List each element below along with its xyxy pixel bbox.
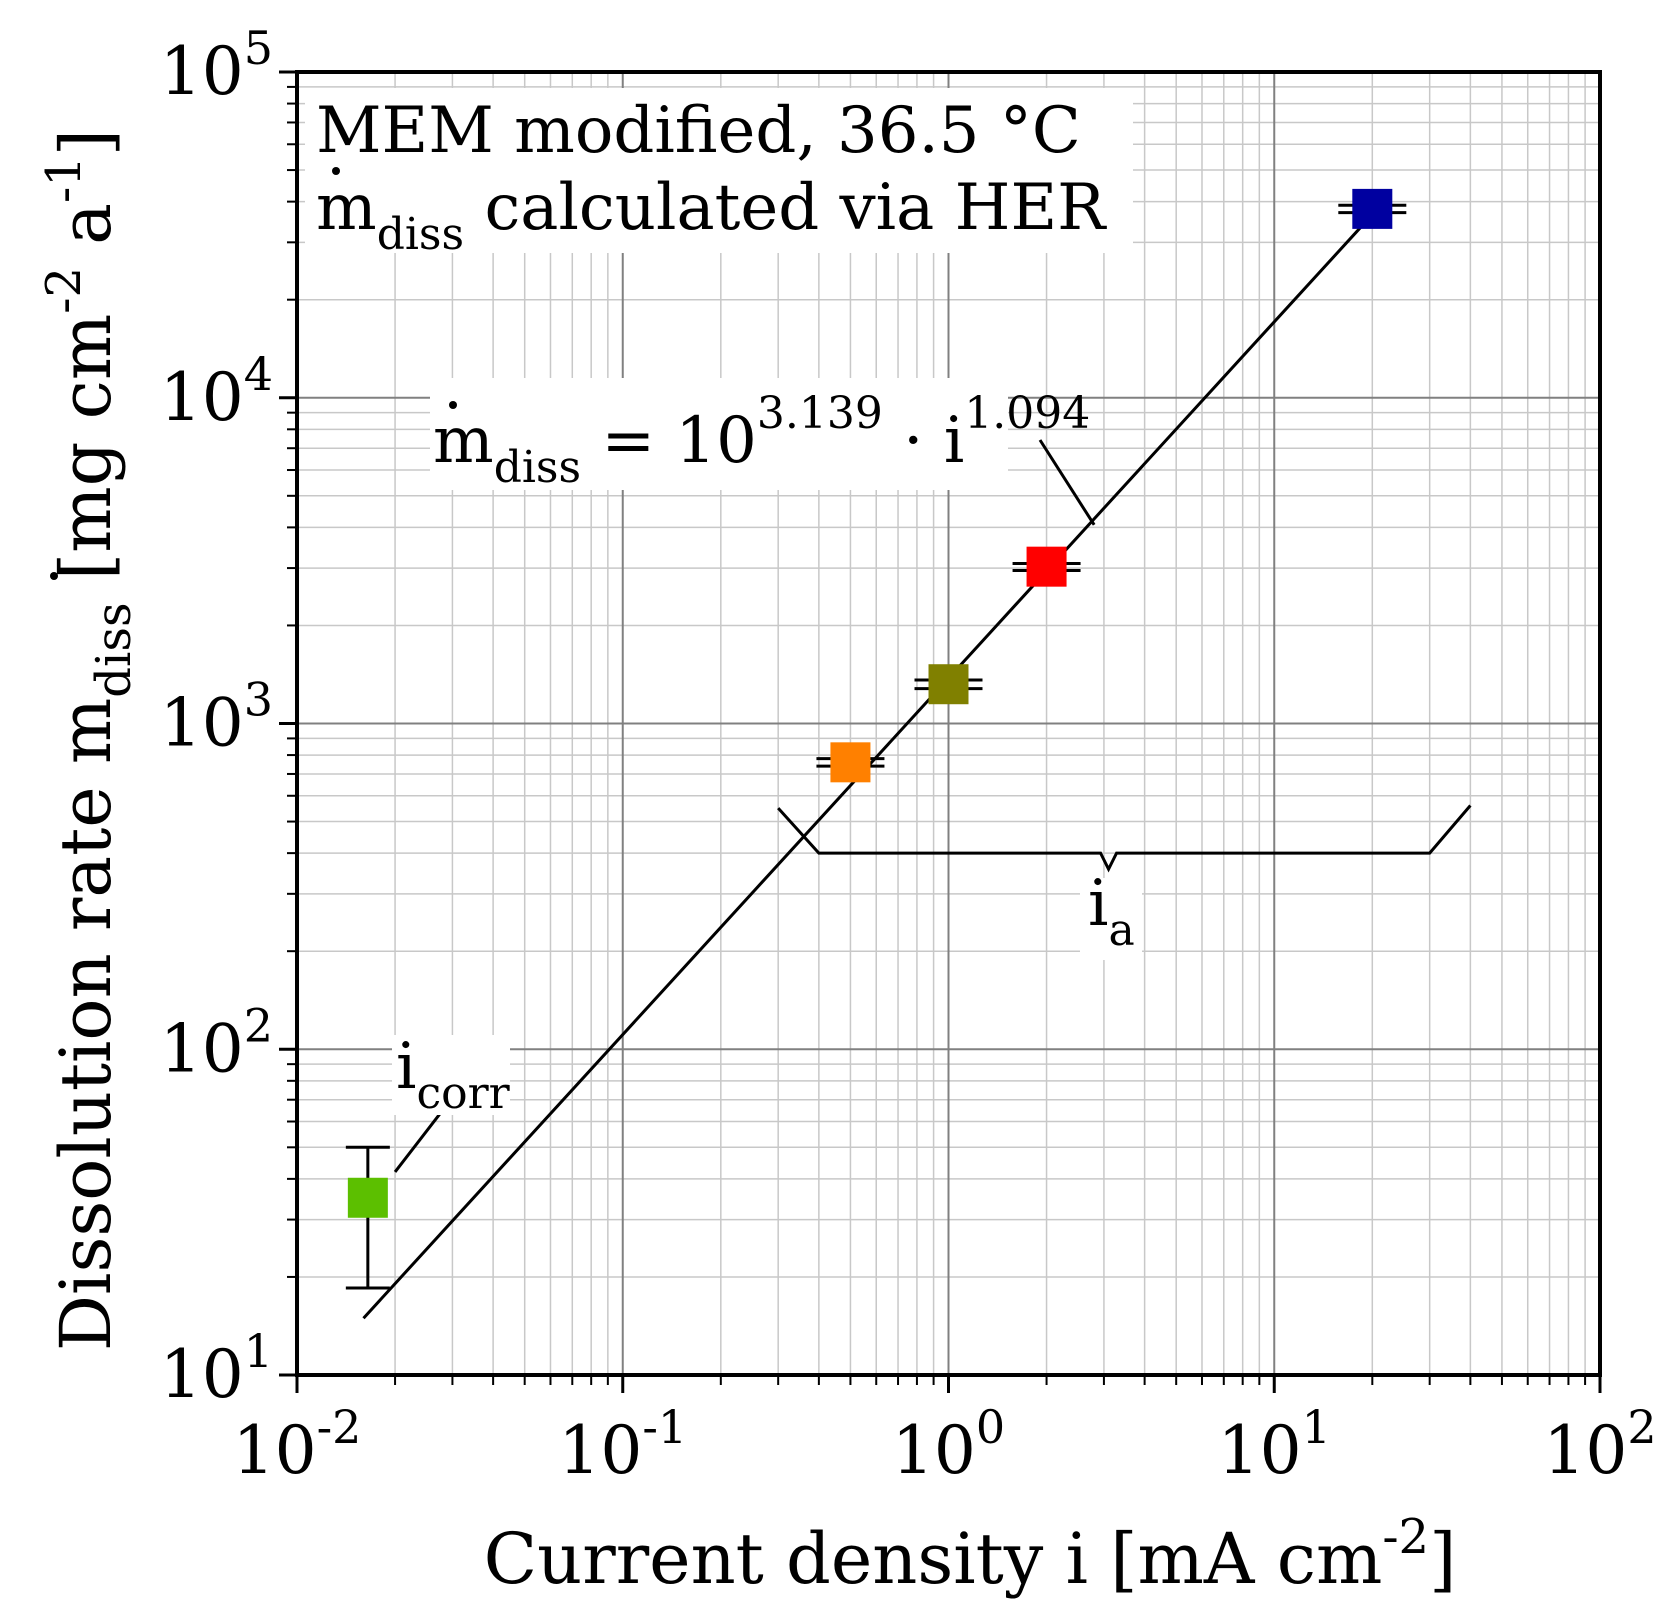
title-rest: calculated via HER — [464, 171, 1107, 245]
eq-sub-diss: diss — [494, 442, 581, 493]
title-box — [305, 88, 1133, 253]
fit-equation: mdiss = 103.139 · i1.094 — [433, 388, 1090, 493]
y-tick-label: 103 — [160, 673, 273, 762]
eq-equals: = 10 — [581, 404, 757, 478]
x-tick-label: 102 — [1543, 1400, 1656, 1489]
title-line-2: mdiss calculated via HER — [316, 171, 1107, 260]
y-axis-title: Dissolution rate mdiss [mg cm-2 a-1] — [36, 129, 142, 1351]
equation-leader-line — [1038, 439, 1096, 526]
equation-box — [430, 378, 1008, 490]
y-tick-label: 101 — [160, 1324, 273, 1413]
y-tick-label: 105 — [160, 21, 273, 110]
x-tick-label: 100 — [892, 1400, 1005, 1489]
data-point-marker — [1026, 546, 1067, 587]
data-points — [345, 188, 1407, 1290]
y-tick-label: 104 — [160, 347, 273, 436]
ylabel-dot-accent — [50, 572, 58, 580]
x-tick-label: 10-2 — [233, 1400, 362, 1489]
data-point-marker — [347, 1177, 388, 1218]
ia-label-box — [1080, 878, 1142, 960]
eq-exp-sup: 1.094 — [964, 388, 1090, 439]
title-dot-accent — [332, 167, 340, 175]
x-tick-label: 101 — [1218, 1400, 1331, 1489]
x-tick-label: 10-1 — [558, 1400, 687, 1489]
title-sub-diss: diss — [377, 209, 464, 260]
title-line-1: MEM modified, 36.5 °C — [316, 94, 1081, 168]
data-point-marker — [1352, 188, 1393, 229]
title-mdot: m — [316, 171, 377, 245]
data-point-marker — [928, 664, 969, 705]
ia-brace — [777, 804, 1472, 873]
axis-ticks — [279, 70, 1602, 1393]
eq-coef-sup: 3.139 — [757, 388, 883, 439]
eq-dot-i: · i — [883, 404, 965, 478]
icorr-label: icorr — [396, 1030, 511, 1119]
icorr-label-box — [392, 1035, 510, 1115]
icorr-leader-line — [393, 1102, 449, 1173]
ia-label: ia — [1088, 867, 1135, 956]
eq-dot-accent — [449, 401, 457, 409]
y-tick-label: 102 — [160, 998, 273, 1087]
x-axis-title: Current density i [mA cm-2] — [484, 1509, 1457, 1600]
tick-labels: 10-2 10-1 100 101 102 101 102 103 104 105 — [160, 21, 1657, 1489]
eq-mdot: m — [433, 404, 494, 478]
data-point-marker — [830, 742, 871, 783]
